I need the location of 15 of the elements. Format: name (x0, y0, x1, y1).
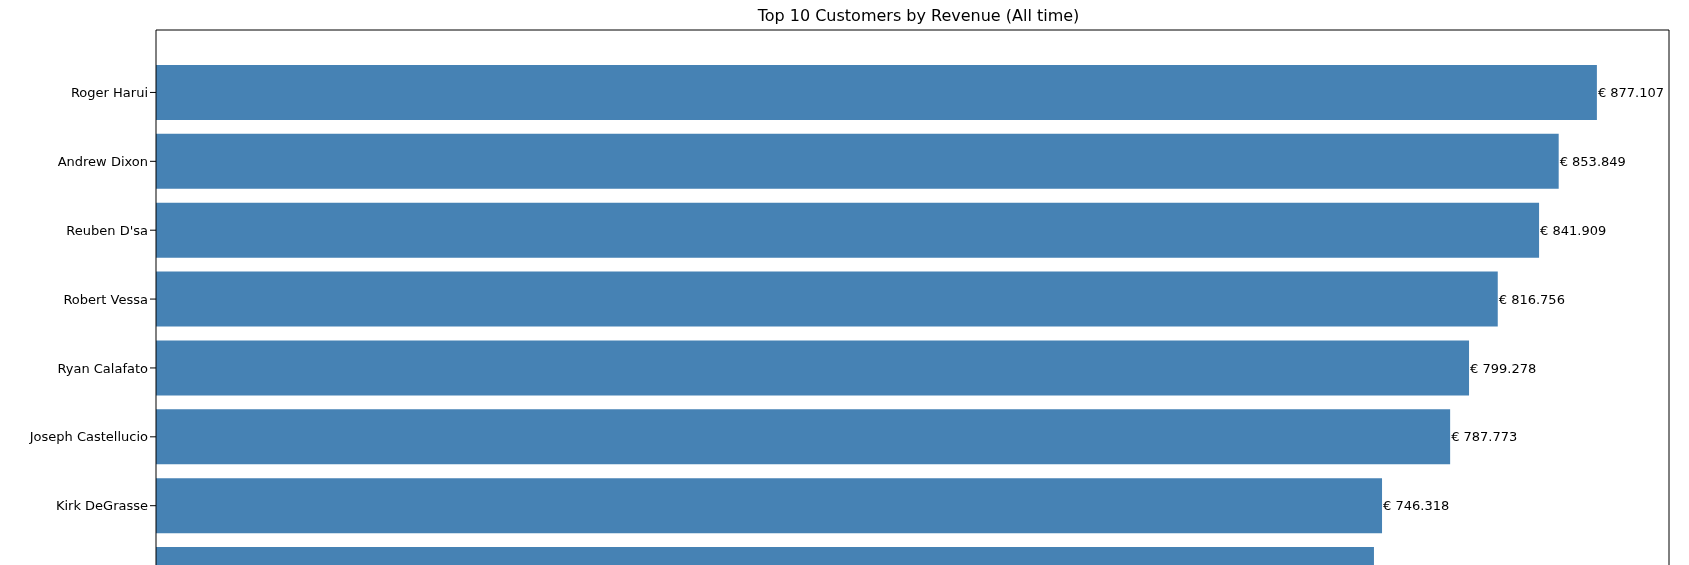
data-label: € 877.107 (1597, 85, 1665, 100)
y-tick-label: Ryan Calafato (57, 360, 149, 376)
data-label: € 799.278 (1470, 360, 1537, 376)
data-label: € 853.849 (1559, 153, 1626, 169)
chart-title: Top 10 Customers by Revenue (All time) (756, 6, 1081, 27)
data-label: € 841.909 (1540, 222, 1607, 238)
y-tick-label: Roger Harui (70, 85, 148, 101)
data-label: € 787.773 (1451, 429, 1518, 445)
y-tick-label: Joseph Castellucio (28, 429, 149, 445)
y-tick-label: Robert Vessa (63, 291, 148, 307)
data-label: € 816.756 (1498, 291, 1565, 307)
data-label: € 746.318 (1383, 498, 1450, 514)
y-tick-label: Kirk DeGrasse (55, 498, 148, 514)
y-tick-label: Andrew Dixon (57, 153, 148, 169)
y-tick-label: Reuben D'sa (66, 222, 148, 238)
